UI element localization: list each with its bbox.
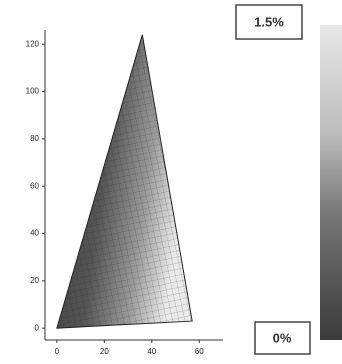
- mesh-lines: [57, 35, 192, 328]
- x-tick-label: 60: [195, 347, 204, 356]
- figure: 1.5% 0% 0 20 40 60 80 100 120 0 20 40 60: [0, 0, 342, 364]
- y-tick-label: 120: [26, 39, 40, 48]
- y-tick-label: 80: [30, 134, 39, 143]
- y-tick-label: 100: [26, 87, 40, 96]
- y-tick-label: 0: [35, 323, 40, 332]
- x-tick-label: 20: [100, 347, 109, 356]
- x-tick-label: 0: [55, 347, 60, 356]
- y-tick-label: 60: [30, 181, 39, 190]
- colorbar-max: 1.5%: [254, 14, 284, 29]
- page: 1.5% 0% 0204060801001200204060 (() => { …: [0, 0, 342, 364]
- colorbar: [320, 25, 342, 340]
- x-tick-label: 40: [147, 347, 156, 356]
- y-tick-label: 20: [30, 276, 39, 285]
- colorbar-min: 0%: [273, 330, 292, 345]
- y-tick-label: 40: [30, 229, 39, 238]
